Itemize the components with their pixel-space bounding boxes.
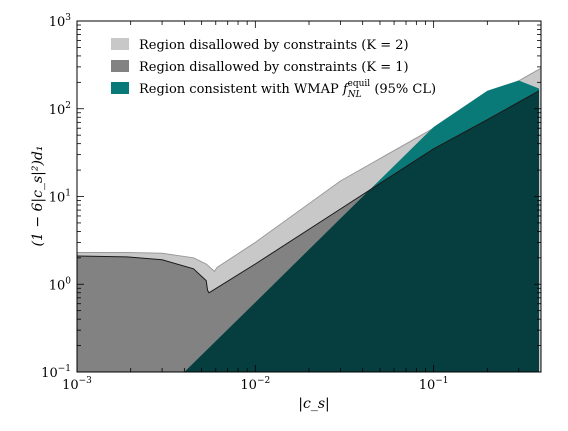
- tick-base: 10: [49, 15, 66, 30]
- tick-base: 10: [419, 378, 436, 393]
- legend-label: Region disallowed by constraints (K = 2): [139, 38, 409, 53]
- y-tick-label: 102: [49, 101, 71, 118]
- legend-label: Region disallowed by constraints (K = 1): [139, 60, 409, 75]
- y-axis-label: (1 − 6|c_s|²)d₁: [30, 145, 46, 246]
- legend-label-suffix: (95% CL): [370, 82, 436, 97]
- legend: Region disallowed by constraints (K = 2)…: [111, 38, 436, 100]
- legend-swatch: [111, 82, 129, 94]
- tick-exponent: −3: [79, 376, 93, 386]
- x-tick-label: 10−2: [240, 376, 270, 393]
- area-wmap-overlap: [184, 90, 539, 372]
- x-axis-ticks: 10−3 10−2 10−1: [62, 21, 542, 393]
- legend-swatch: [111, 38, 129, 50]
- tick-base: 10: [49, 191, 66, 206]
- legend-item: Region disallowed by constraints (K = 2): [111, 38, 409, 53]
- legend-label-subscript: NL: [347, 90, 362, 100]
- legend-label-symbol: f: [342, 82, 350, 97]
- legend-label-superscript: equil: [348, 79, 371, 89]
- tick-exponent: −1: [435, 376, 448, 386]
- legend-label: Region consistent with WMAP fNLequil (95…: [139, 79, 436, 100]
- tick-exponent: 2: [65, 101, 71, 111]
- y-tick-label: 100: [49, 276, 72, 293]
- y-tick-label: 101: [49, 189, 71, 206]
- y-tick-label: 103: [49, 13, 72, 30]
- tick-base: 10: [240, 378, 257, 393]
- legend-item: Region consistent with WMAP fNLequil (95…: [111, 79, 436, 100]
- x-axis-label: |c_s|: [298, 396, 329, 412]
- x-tick-label: 10−3: [62, 376, 92, 393]
- tick-base: 10: [41, 366, 58, 381]
- tick-base: 10: [49, 278, 66, 293]
- tick-base: 10: [62, 378, 79, 393]
- tick-exponent: 0: [65, 276, 71, 286]
- legend-item: Region disallowed by constraints (K = 1): [111, 60, 409, 75]
- line-k1-boundary: [76, 90, 540, 294]
- tick-exponent: −1: [58, 364, 71, 374]
- legend-swatch: [111, 60, 129, 72]
- tick-exponent: 1: [65, 189, 71, 199]
- x-tick-label: 10−1: [419, 376, 449, 393]
- plot-areas: [76, 67, 542, 373]
- tick-base: 10: [49, 103, 66, 118]
- y-tick-label: 10−1: [41, 364, 71, 381]
- legend-label-text: Region consistent with WMAP: [139, 82, 343, 97]
- tick-exponent: −2: [257, 376, 270, 386]
- tick-exponent: 3: [65, 13, 71, 23]
